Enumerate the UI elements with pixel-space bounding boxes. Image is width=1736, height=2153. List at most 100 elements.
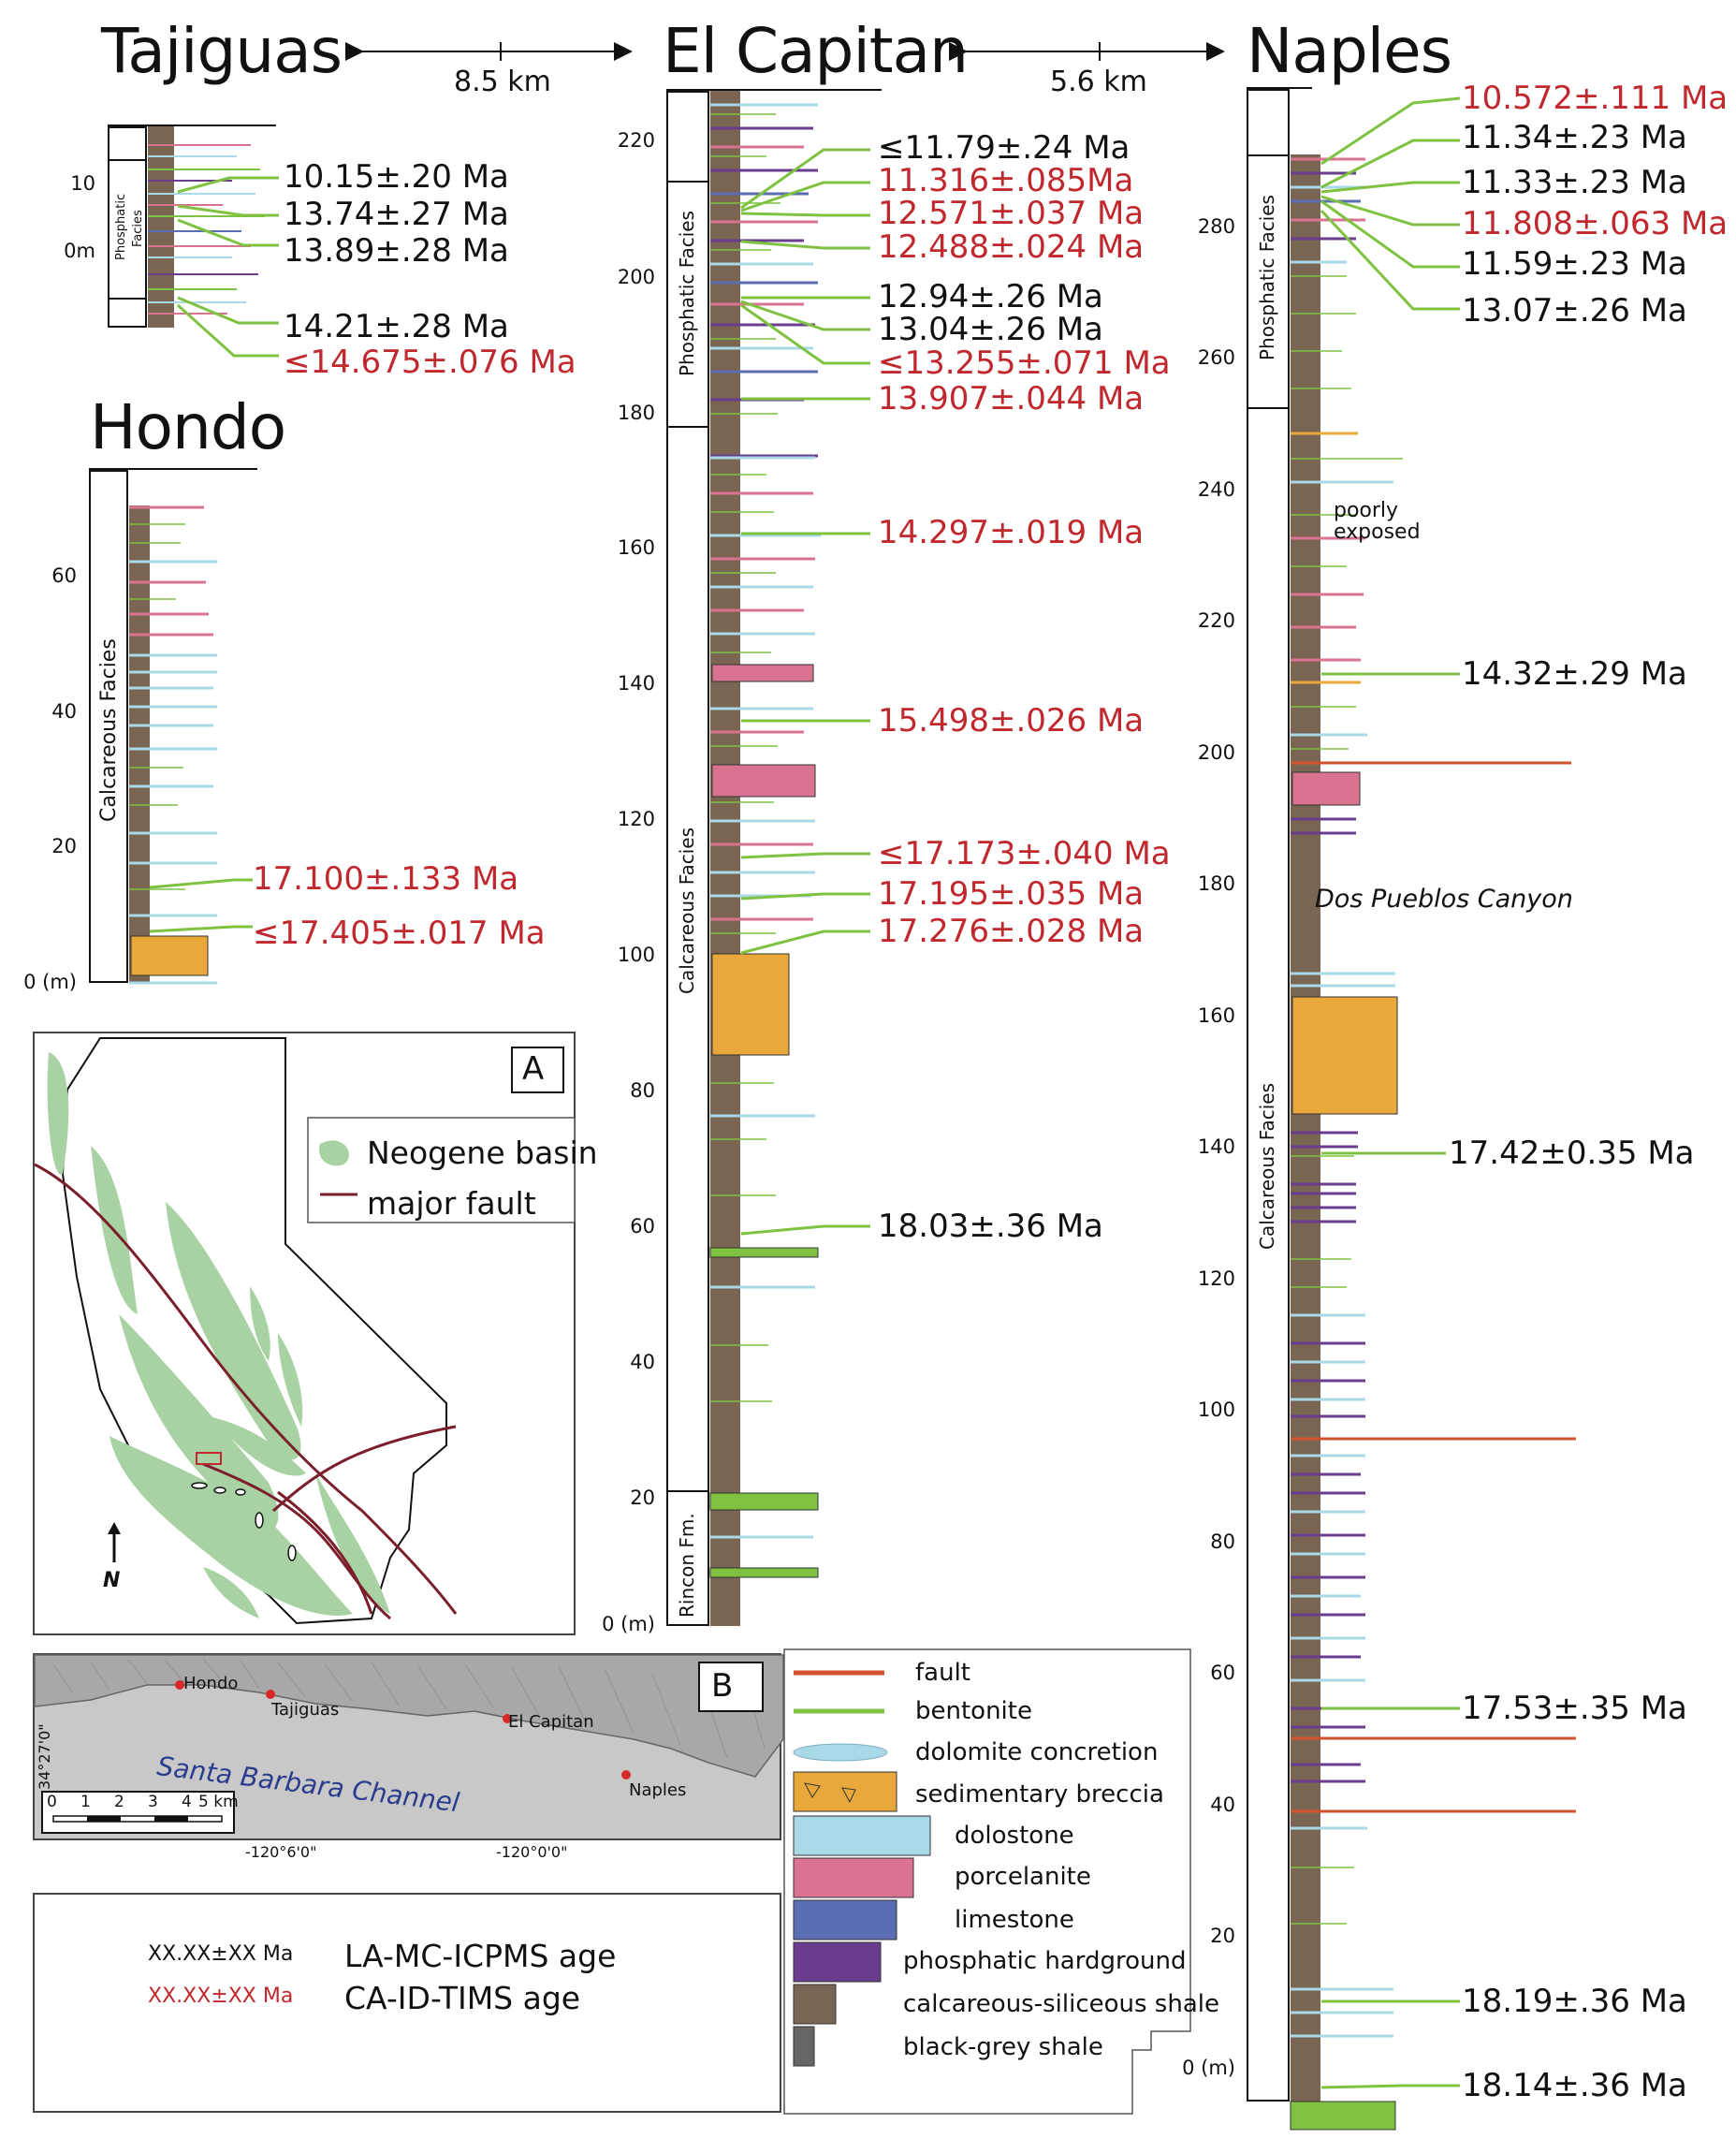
naples-age-7: 14.32±.29 Ma: [1462, 655, 1687, 693]
naples-tick-100: 100: [1197, 1399, 1235, 1421]
legend-limestone: limestone: [955, 1906, 1074, 1934]
hondo-tick-40: 40: [51, 700, 77, 723]
elcap-age-4: 12.488±.024 Ma: [878, 228, 1145, 266]
title-hondo: Hondo: [90, 391, 286, 463]
scale-1: 1: [80, 1793, 91, 1811]
naples-tick-260: 260: [1197, 346, 1235, 369]
tajiguas-top-line: [108, 124, 276, 126]
elcap-tick-40: 40: [630, 1351, 655, 1373]
hondo-tick-0: 0 (m): [23, 971, 77, 993]
elcap-tick-80: 80: [630, 1079, 655, 1102]
naples-tick-220: 220: [1197, 609, 1235, 632]
legend-dolomite-concretion: dolomite concretion: [915, 1738, 1159, 1766]
elcap-top-line: [666, 89, 882, 91]
tajiguas-age-5: ≤14.675±.076 Ma: [284, 344, 576, 381]
tajiguas-age-4: 14.21±.28 Ma: [284, 308, 509, 345]
legend-dolostone: dolostone: [955, 1822, 1074, 1850]
naples-tick-20: 20: [1210, 1925, 1235, 1947]
elcap-age-leaders: [740, 148, 870, 1236]
naples-facies-divider: [1247, 407, 1290, 409]
elcap-tick-140: 140: [617, 672, 655, 695]
elcap-age-11: ≤17.173±.040 Ma: [878, 835, 1171, 872]
legend-bentonite: bentonite: [915, 1697, 1032, 1725]
scale-4: 4: [182, 1793, 192, 1811]
coastline-map: [34, 1654, 784, 1834]
tajiguas-tick-0: 0m: [64, 240, 95, 262]
hondo-age-2: ≤17.405±.017 Ma: [253, 915, 546, 952]
hondo-top-line: [89, 468, 257, 470]
naples-facies-divider: [1247, 154, 1290, 156]
naples-canyon-note: Dos Pueblos Canyon: [1315, 885, 1573, 914]
hondo-tick-20: 20: [51, 835, 77, 857]
naples-tick-180: 180: [1197, 872, 1235, 895]
tajiguas-age-2: 13.74±.27 Ma: [284, 196, 509, 233]
naples-tick-140: 140: [1197, 1135, 1235, 1158]
elcap-stratigraphic-column: [710, 91, 740, 1626]
elcap-age-3: 12.571±.037 Ma: [878, 195, 1145, 232]
map-b-tajiguas: Tajiguas: [271, 1700, 340, 1720]
map-a-label: A: [522, 1050, 545, 1088]
map-a-legend-fault: major fault: [367, 1185, 536, 1222]
tajiguas-tick-10: 10: [70, 172, 95, 195]
elcap-age-9: 14.297±.019 Ma: [878, 514, 1145, 551]
legend-porcelanite: porcelanite: [955, 1863, 1091, 1891]
tajiguas-facies-divider: [108, 159, 147, 161]
distance-el-capitan-naples: 5.6 km: [1050, 66, 1147, 98]
naples-stratigraphic-column: [1291, 154, 1320, 2102]
age-key-ca-sample: XX.XX±XX Ma: [148, 1985, 294, 2008]
elcap-age-10: 15.498±.026 Ma: [878, 702, 1145, 740]
elcap-tick-100: 100: [617, 944, 655, 966]
naples-age-4: 11.808±.063 Ma: [1462, 205, 1729, 242]
naples-age-8: 17.42±0.35 Ma: [1449, 1135, 1695, 1172]
elcap-tick-200: 200: [617, 266, 655, 288]
naples-tick-240: 240: [1197, 478, 1235, 501]
tajiguas-age-1: 10.15±.20 Ma: [284, 158, 509, 196]
naples-age-11: 18.14±.36 Ma: [1462, 2067, 1687, 2104]
legend-black-shale: black-grey shale: [903, 2033, 1103, 2061]
elcap-age-14: 18.03±.36 Ma: [878, 1208, 1103, 1245]
hondo-layers: [129, 505, 217, 985]
map-b-naples: Naples: [629, 1780, 687, 1800]
elcap-tick-160: 160: [617, 536, 655, 559]
distance-arrows: [345, 42, 1225, 61]
legend-breccia: sedimentary breccia: [915, 1780, 1164, 1809]
elcap-age-13: 17.276±.028 Ma: [878, 913, 1145, 950]
naples-top-line: [1247, 87, 1312, 89]
elcap-facies-divider: [666, 181, 709, 183]
naples-poorly-note: poorly: [1334, 499, 1399, 522]
title-el-capitan: El Capitan: [663, 15, 969, 87]
map-b-lon-2: -120°0'0": [496, 1843, 568, 1861]
hondo-age-leaders: [149, 878, 253, 933]
naples-age-5: 11.59±.23 Ma: [1462, 245, 1687, 283]
hondo-age-1: 17.100±.133 Ma: [253, 860, 519, 898]
scale-5km: 5 km: [198, 1793, 239, 1811]
elcap-facies-divider: [666, 426, 709, 428]
naples-tick-120: 120: [1197, 1267, 1235, 1290]
naples-tick-0: 0 (m): [1182, 2057, 1235, 2079]
naples-tick-40: 40: [1210, 1794, 1235, 1816]
elcap-age-2: 11.316±.085Ma: [878, 162, 1134, 199]
naples-tick-80: 80: [1210, 1531, 1235, 1553]
tajiguas-layers: [148, 144, 265, 315]
hondo-facies-box: [89, 470, 128, 983]
map-b-hondo: Hondo: [183, 1674, 239, 1693]
naples-tick-160: 160: [1197, 1004, 1235, 1027]
map-a-panel: [33, 1032, 576, 1635]
elcap-facies-divider: [666, 1490, 709, 1492]
naples-age-10: 18.19±.36 Ma: [1462, 1983, 1687, 2020]
elcap-tick-180: 180: [617, 402, 655, 424]
elcap-age-8: 13.907±.044 Ma: [878, 380, 1145, 417]
naples-layers: [1290, 157, 1576, 2131]
map-a-legend-basin: Neogene basin: [367, 1135, 598, 1171]
naples-age-3: 11.33±.23 Ma: [1462, 164, 1687, 201]
naples-facies-box: [1247, 89, 1290, 2102]
tajiguas-stratigraphic-column: [148, 126, 174, 328]
age-key-la-sample: XX.XX±XX Ma: [148, 1942, 294, 1966]
naples-age-leaders: [1320, 96, 1461, 2089]
title-tajiguas: Tajiguas: [101, 15, 343, 87]
lithology-legend-frame: [783, 1648, 1191, 2115]
scale-0: 0: [47, 1793, 57, 1811]
elcap-facies-box: [666, 91, 709, 1626]
distance-tajiguas-el-capitan: 8.5 km: [454, 66, 551, 98]
scale-3: 3: [148, 1793, 158, 1811]
